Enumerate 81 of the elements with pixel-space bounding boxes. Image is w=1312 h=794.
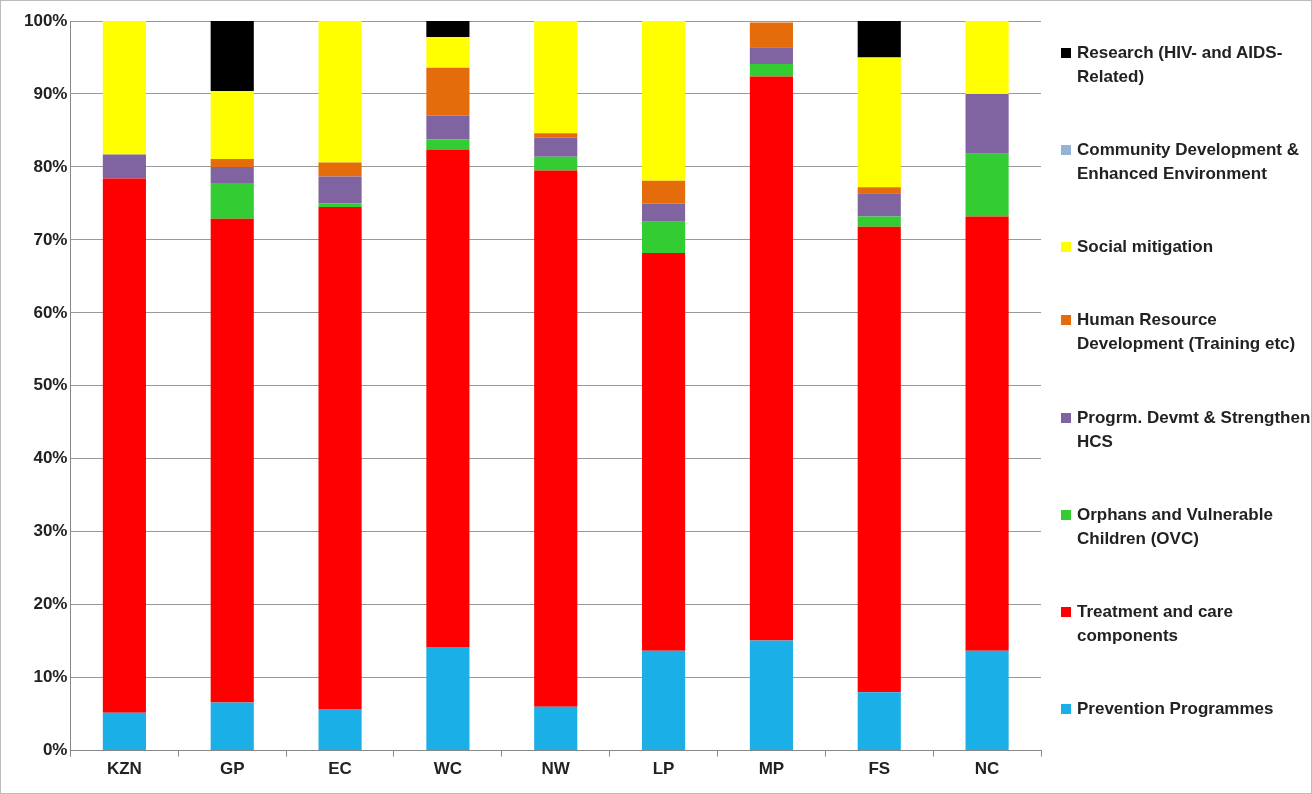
bar <box>210 702 254 751</box>
bar <box>102 178 146 713</box>
bar <box>857 193 901 217</box>
x-tick-label: WC <box>433 759 463 779</box>
bar <box>534 170 578 707</box>
bar <box>749 64 793 77</box>
bar <box>102 712 146 751</box>
bar <box>749 22 793 48</box>
bar <box>857 692 901 751</box>
bar <box>857 216 901 227</box>
bar <box>534 706 578 751</box>
legend-label: Treatment and care components <box>1077 600 1234 647</box>
bar <box>965 650 1009 751</box>
y-tick-label: 10% <box>33 667 68 687</box>
bar <box>642 253 686 651</box>
legend-label: Orphans and Vulnerable Children (OVC) <box>1077 503 1274 550</box>
legend-label: Human Resource Development (Training etc) <box>1077 309 1297 356</box>
legend-label: Prevention Programmes <box>1077 698 1274 720</box>
bar <box>210 158 254 167</box>
bar <box>749 76 793 641</box>
y-tick-label: 50% <box>33 375 68 395</box>
bar <box>642 21 686 181</box>
bar <box>965 93 1009 154</box>
x-tick-label: KZN <box>106 759 142 779</box>
x-tick-label: NW <box>541 759 571 779</box>
bar <box>534 133 578 138</box>
x-tick-label: GP <box>219 759 245 779</box>
y-tick-label: 60% <box>33 302 68 322</box>
bar <box>426 37 470 68</box>
bar <box>210 218 254 703</box>
bar <box>965 216 1009 651</box>
bar <box>857 187 901 194</box>
y-tick-label: 70% <box>33 229 68 249</box>
x-tick-label: LP <box>652 759 675 779</box>
y-tick-label: 100% <box>24 10 68 30</box>
bar <box>642 221 686 254</box>
bar <box>965 153 1009 217</box>
bar <box>749 47 793 65</box>
bar <box>318 176 362 204</box>
bar <box>210 166 254 183</box>
bar <box>534 156 578 171</box>
bar <box>426 115 470 140</box>
bar <box>210 182 254 219</box>
legend-label: Social mitigation <box>1077 236 1214 259</box>
y-tick-label: 30% <box>33 521 68 541</box>
y-tick-label: 40% <box>33 448 68 468</box>
x-tick-label: FS <box>868 759 891 779</box>
bar <box>426 149 470 647</box>
bar <box>857 57 901 188</box>
bar <box>642 203 686 222</box>
bar <box>642 180 686 204</box>
bar <box>749 640 793 751</box>
bar <box>965 21 1009 94</box>
bar <box>534 137 578 157</box>
x-tick-label: EC <box>328 759 352 779</box>
bar <box>426 139 470 150</box>
y-tick-label: 80% <box>33 156 68 176</box>
x-tick-label: NC <box>974 759 1000 779</box>
bar <box>318 207 362 710</box>
legend-label: Research (HIV- and AIDS-Related) <box>1077 42 1284 88</box>
y-tick-label: 0% <box>42 740 68 760</box>
bar <box>857 21 901 58</box>
bar <box>318 203 362 208</box>
bar <box>318 21 362 163</box>
legend-label: Community Development & Enhanced Environment <box>1077 139 1300 186</box>
bar <box>102 21 146 155</box>
bar <box>318 162 362 177</box>
bar <box>426 647 470 751</box>
y-tick-label: 90% <box>33 83 68 103</box>
bar <box>534 21 578 134</box>
bar <box>102 154 146 179</box>
bar <box>426 21 470 38</box>
legend-label: Progrm. Devmt & Strengthen HCS <box>1077 406 1311 453</box>
bar <box>210 21 254 92</box>
bar <box>426 67 470 116</box>
bar <box>318 709 362 751</box>
bar <box>642 650 686 751</box>
bar <box>210 91 254 159</box>
y-tick-label: 20% <box>33 594 68 614</box>
bar <box>857 226 901 693</box>
x-tick-label: MP <box>758 759 785 779</box>
